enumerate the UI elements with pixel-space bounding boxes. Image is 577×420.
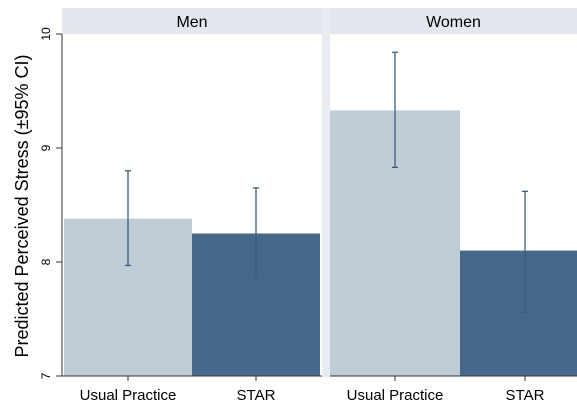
y-axis-label: Predicted Perceived Stress (±95% CI) xyxy=(12,55,32,358)
panel-header-women xyxy=(330,8,577,34)
x-tick-label-women-1: STAR xyxy=(506,387,545,404)
panel-title-men: Men xyxy=(176,14,207,31)
panel-title-women: Women xyxy=(426,14,481,31)
bar-women-star xyxy=(460,250,577,376)
x-tick-label-men-1: STAR xyxy=(237,387,276,404)
x-tick-label-women-0: Usual Practice xyxy=(347,387,444,404)
y-tick-label-9: 9 xyxy=(39,144,53,151)
panel-gap xyxy=(322,8,330,377)
panel-header-men xyxy=(62,8,322,34)
y-tick-label-10: 10 xyxy=(39,27,53,41)
y-tick-label-7: 7 xyxy=(39,372,53,379)
x-tick-label-men-0: Usual Practice xyxy=(80,387,177,404)
y-tick-label-8: 8 xyxy=(39,258,53,265)
